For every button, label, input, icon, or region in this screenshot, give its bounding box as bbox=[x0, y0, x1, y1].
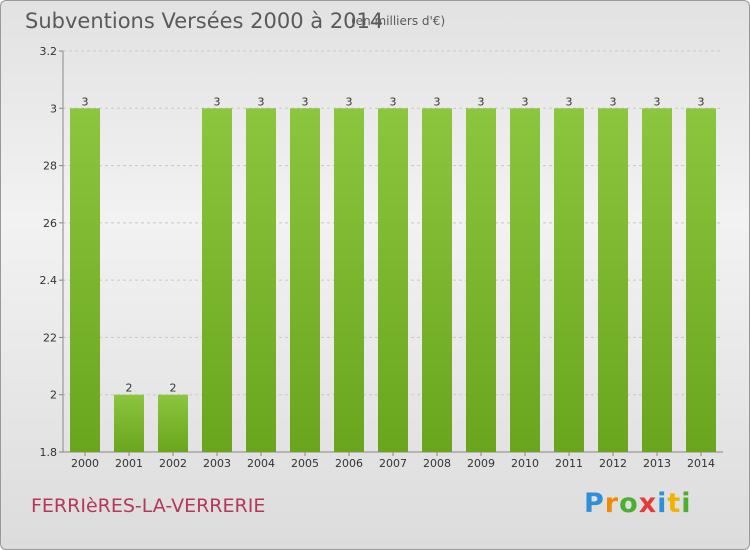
bar bbox=[686, 108, 716, 453]
x-tick-label: 2010 bbox=[511, 457, 539, 470]
bar-value-label: 3 bbox=[434, 95, 441, 108]
bar bbox=[246, 108, 276, 453]
bar bbox=[70, 108, 100, 453]
bar bbox=[554, 108, 584, 453]
bar bbox=[334, 108, 364, 453]
y-tick-label: 2.4 bbox=[40, 274, 58, 287]
bar-value-label: 2 bbox=[170, 382, 177, 395]
x-tick-label: 2013 bbox=[643, 457, 671, 470]
bar-value-label: 3 bbox=[566, 95, 573, 108]
x-tick-label: 2000 bbox=[71, 457, 99, 470]
chart-title: Subventions Versées 2000 à 2014 bbox=[25, 9, 384, 33]
bar-value-label: 3 bbox=[346, 95, 353, 108]
x-tick-label: 2005 bbox=[291, 457, 319, 470]
bar bbox=[466, 108, 496, 453]
chart-unit: (en milliers d'€) bbox=[351, 14, 446, 28]
bar-value-label: 3 bbox=[258, 95, 265, 108]
y-tick-label: 26 bbox=[43, 217, 57, 230]
x-tick-label: 2012 bbox=[599, 457, 627, 470]
bar bbox=[158, 394, 188, 452]
y-tick-label: 28 bbox=[43, 160, 57, 173]
bar-value-label: 3 bbox=[390, 95, 397, 108]
bar bbox=[114, 394, 144, 452]
bar-value-label: 3 bbox=[82, 95, 89, 108]
x-tick-label: 2003 bbox=[203, 457, 231, 470]
x-tick-label: 2002 bbox=[159, 457, 187, 470]
bar-value-label: 2 bbox=[126, 382, 133, 395]
proxiti-logo: Proxiti bbox=[584, 488, 692, 519]
place-name: FERRIèRES-LA-VERRERIE bbox=[31, 495, 266, 517]
y-tick-label: 3 bbox=[50, 102, 57, 115]
bar bbox=[290, 108, 320, 453]
x-tick-label: 2009 bbox=[467, 457, 495, 470]
x-tick-label: 2011 bbox=[555, 457, 583, 470]
bar-value-label: 3 bbox=[654, 95, 661, 108]
bar-value-label: 3 bbox=[478, 95, 485, 108]
y-tick-label: 2 bbox=[50, 389, 57, 402]
bar-value-label: 3 bbox=[522, 95, 529, 108]
y-tick-label: 3.2 bbox=[40, 45, 58, 58]
x-tick-label: 2006 bbox=[335, 457, 363, 470]
bar bbox=[642, 108, 672, 453]
x-tick-label: 2014 bbox=[687, 457, 715, 470]
bar bbox=[510, 108, 540, 453]
bar bbox=[202, 108, 232, 453]
bar bbox=[422, 108, 452, 453]
bar-value-label: 3 bbox=[302, 95, 309, 108]
bar-value-label: 3 bbox=[698, 95, 705, 108]
x-tick-label: 2008 bbox=[423, 457, 451, 470]
bar-value-label: 3 bbox=[214, 95, 221, 108]
x-tick-label: 2004 bbox=[247, 457, 275, 470]
bar bbox=[378, 108, 408, 453]
y-tick-label: 1.8 bbox=[40, 446, 58, 459]
x-tick-label: 2001 bbox=[115, 457, 143, 470]
y-tick-label: 22 bbox=[43, 331, 57, 344]
bar-value-label: 3 bbox=[610, 95, 617, 108]
bar bbox=[598, 108, 628, 453]
x-tick-label: 2007 bbox=[379, 457, 407, 470]
